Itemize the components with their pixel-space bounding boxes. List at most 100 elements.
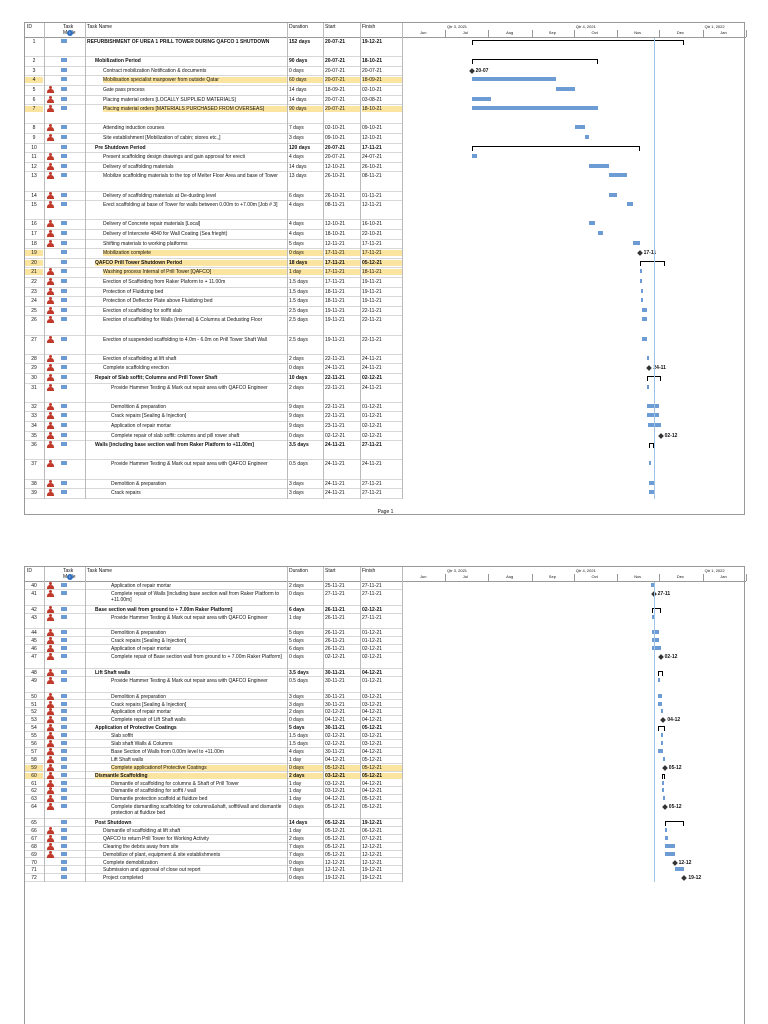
task-bar[interactable] <box>663 796 666 801</box>
table-row[interactable]: 49 Provide Hammer Testing & Mark out repa… <box>25 676 403 693</box>
table-row[interactable]: 41 Complete repair of Walls [including ba… <box>25 589 403 606</box>
task-bar[interactable] <box>649 480 654 485</box>
task-bar[interactable] <box>471 77 556 82</box>
table-row[interactable]: 54 Application of Protective Coatings 5 da… <box>25 724 403 733</box>
task-bar[interactable] <box>608 173 627 178</box>
table-row[interactable]: 23 Protection of Fluidizing bed 1.5 days 18… <box>25 287 403 298</box>
table-row[interactable]: 15 Erect scaffolding at base of Tower for… <box>25 201 403 221</box>
task-bar[interactable] <box>471 106 598 111</box>
table-row[interactable]: 33 Crack repairs [Sealing & Injection] 9 d… <box>25 412 403 422</box>
table-row[interactable]: 42 Base section wall from ground to + 7.0… <box>25 605 403 614</box>
milestone-diamond[interactable] <box>681 875 688 882</box>
task-bar[interactable] <box>608 192 618 197</box>
table-row[interactable]: 26 Erection of scaffolding for Walls (Int… <box>25 316 403 336</box>
table-row[interactable]: 62 Dismantle of scaffolding for soffit / … <box>25 787 403 796</box>
table-row[interactable]: 37 Provide Hammer Testing & Mark out repa… <box>25 460 403 480</box>
table-row[interactable]: 18 Shifting materials to working platform… <box>25 239 403 250</box>
task-bar[interactable] <box>657 701 662 706</box>
table-row[interactable]: 70 Complete demobilization 0 days 12-12-21 1… <box>25 859 403 867</box>
table-row[interactable]: 25 Erection of scaffolding for soffit sla… <box>25 306 403 317</box>
summary-bar[interactable] <box>471 59 598 65</box>
milestone-diamond[interactable] <box>661 764 668 771</box>
table-row[interactable]: 34 Application of repair mortar 9 days 23-1… <box>25 422 403 432</box>
table-row[interactable]: 67 QAFCO to return Prill Tower for Workin… <box>25 834 403 843</box>
summary-bar[interactable] <box>664 821 685 826</box>
task-bar[interactable] <box>632 240 640 245</box>
summary-bar[interactable] <box>649 443 654 449</box>
task-bar[interactable] <box>674 867 685 872</box>
table-row[interactable]: 50 Demolition & preparation 3 days 30-11-21… <box>25 692 403 701</box>
table-row[interactable]: 59 Complete applicationof Protective Coat… <box>25 763 403 772</box>
table-row[interactable]: 13 Mobilize scaffolding materials to the … <box>25 172 403 192</box>
table-row[interactable]: 46 Application of repair mortar 6 days 26-1… <box>25 645 403 654</box>
task-bar[interactable] <box>649 461 652 466</box>
milestone-diamond[interactable] <box>661 804 668 811</box>
milestone-diamond[interactable] <box>646 365 653 372</box>
task-bar[interactable] <box>660 709 664 714</box>
table-row[interactable]: 5 Gate pass process 14 days 18-09-21 02-10-2… <box>25 86 403 96</box>
task-bar[interactable] <box>652 646 661 651</box>
table-row[interactable]: 8 Attending induction courses 7 days 02-10-… <box>25 124 403 134</box>
table-row[interactable]: 27 Erection of suspended scaffolding to 4… <box>25 335 403 355</box>
table-row[interactable]: 12 Delivery of scaffolding materials 14 da… <box>25 162 403 173</box>
task-bar[interactable] <box>664 843 675 848</box>
task-bar[interactable] <box>641 298 643 303</box>
table-row[interactable]: 6 Placing material orders [LOCALLY SUPPLI… <box>25 95 403 106</box>
table-row[interactable]: 56 Slab shaft Walls & Columns 1.5 days 02-1… <box>25 740 403 748</box>
summary-bar[interactable] <box>657 726 665 732</box>
table-row[interactable]: 64 Complete dismantling scaffolding for c… <box>25 803 403 819</box>
task-bar[interactable] <box>657 748 664 753</box>
task-bar[interactable] <box>660 741 663 745</box>
table-row[interactable]: 71 Submission and approval of close out r… <box>25 866 403 875</box>
summary-bar[interactable] <box>652 607 661 613</box>
table-row[interactable]: 55 Slab soffit 1.5 days 02-12-21 03-12-21 <box>25 732 403 740</box>
task-bar[interactable] <box>652 638 660 643</box>
table-row[interactable]: 60 Dismantle Scaffolding 2 days 03-12-21 05-… <box>25 771 403 780</box>
table-row[interactable]: 32 Demolition & preparation 9 days 22-11-21… <box>25 402 403 413</box>
task-bar[interactable] <box>627 202 633 207</box>
table-row[interactable]: 21 Washing process Internal of Prill Towe… <box>25 268 403 278</box>
task-bar[interactable] <box>650 583 654 587</box>
milestone-diamond[interactable] <box>636 250 643 257</box>
task-bar[interactable] <box>641 288 643 293</box>
milestone-diamond[interactable] <box>657 654 664 660</box>
task-bar[interactable] <box>589 221 595 226</box>
table-row[interactable]: 28 Erection of scaffolding at lift shaft 2… <box>25 354 403 365</box>
table-row[interactable]: 69 Demobilize of plant, equipment & site … <box>25 850 403 859</box>
task-bar[interactable] <box>652 614 655 619</box>
task-bar[interactable] <box>589 163 609 168</box>
table-row[interactable]: 68 Clearing the debris away from site 7 da… <box>25 842 403 851</box>
table-row[interactable]: 17 Delivery of Intercrete 4840 for Wall C… <box>25 230 403 240</box>
table-row[interactable]: 39 Crack repairs 3 days 24-11-21 27-11-21 <box>25 489 403 499</box>
table-row[interactable]: 65 Post Shutdown 14 days 05-12-21 19-12-21 <box>25 819 403 827</box>
table-row[interactable]: 10 Pre Shutdown Period 120 days 20-07-21 17-… <box>25 144 403 154</box>
summary-bar[interactable] <box>657 670 664 676</box>
task-bar[interactable] <box>642 307 647 312</box>
task-bar[interactable] <box>555 87 576 91</box>
table-row[interactable]: 57 Base Section of Walls from 0.00m level… <box>25 747 403 756</box>
task-bar[interactable] <box>642 336 647 341</box>
table-row[interactable]: 72 Project completed 0 days 19-12-21 19-12-2… <box>25 874 403 883</box>
task-bar[interactable] <box>663 756 666 761</box>
task-bar[interactable] <box>657 677 660 682</box>
table-row[interactable]: 31 Provide Hammer Testing & Mark out repa… <box>25 383 403 403</box>
table-row[interactable]: 30 Repair of Slab soffit; Columns and Pri… <box>25 374 403 384</box>
task-bar[interactable] <box>664 835 668 840</box>
table-row[interactable]: 19 Mobilization complete 0 days 17-11-21 17-… <box>25 249 403 259</box>
table-row[interactable]: 2 Mobilization Period 90 days 20-07-21 18-10… <box>25 57 403 67</box>
summary-bar[interactable] <box>471 145 640 151</box>
task-bar[interactable] <box>646 403 660 408</box>
task-bar[interactable] <box>471 96 492 101</box>
task-bar[interactable] <box>575 125 585 130</box>
task-bar[interactable] <box>649 490 654 495</box>
task-bar[interactable] <box>662 788 664 793</box>
task-bar[interactable] <box>639 279 643 283</box>
task-bar[interactable] <box>660 733 663 738</box>
table-row[interactable]: 16 Delivery of Concrete repair materials … <box>25 220 403 230</box>
task-bar[interactable] <box>662 780 664 785</box>
milestone-diamond[interactable] <box>660 717 667 724</box>
task-bar[interactable] <box>471 154 478 159</box>
milestone-diamond[interactable] <box>671 859 678 866</box>
table-row[interactable]: 66 Dismantle of scaffolding at lift shaft… <box>25 826 403 835</box>
table-row[interactable]: 36 Walls [including base section wall fro… <box>25 441 403 461</box>
